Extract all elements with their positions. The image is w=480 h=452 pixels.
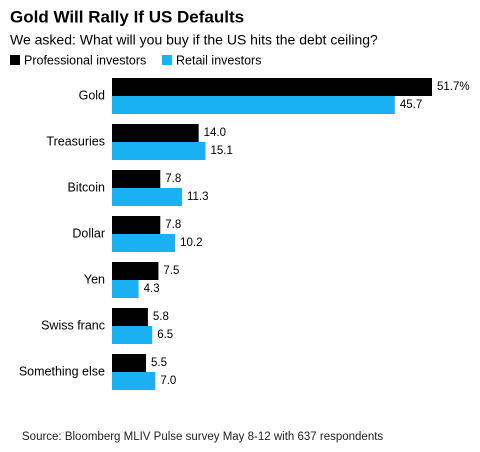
category-label: Bitcoin [67, 180, 105, 194]
bar [112, 142, 206, 160]
value-label: 45.7 [400, 99, 422, 111]
legend-swatch [162, 55, 172, 65]
value-label: 7.8 [165, 173, 181, 185]
category-label: Yen [84, 272, 105, 286]
bar [112, 326, 153, 344]
bar [112, 372, 156, 390]
value-label: 15.1 [210, 145, 232, 157]
value-label: 6.5 [157, 329, 173, 341]
bar [112, 354, 147, 372]
value-label: 5.8 [153, 311, 169, 323]
legend-label: Professional investors [24, 53, 146, 67]
value-label: 14.0 [204, 127, 226, 139]
bar [112, 234, 176, 252]
chart-title: Gold Will Rally If US Defaults [10, 7, 244, 26]
value-label: 10.2 [180, 237, 202, 249]
category-label: Swiss franc [41, 318, 105, 332]
category-label: Dollar [72, 226, 105, 240]
bar [112, 280, 139, 298]
bar [112, 216, 161, 234]
category-label: Something else [19, 364, 105, 378]
legend-label: Retail investors [176, 53, 261, 67]
bar [112, 96, 395, 114]
source: Source: Bloomberg MLIV Pulse survey May … [22, 431, 383, 443]
legend-swatch [10, 55, 20, 65]
bar [112, 262, 159, 280]
category-label: Gold [79, 88, 105, 102]
value-label: 7.8 [165, 219, 181, 231]
value-label: 7.0 [160, 375, 176, 387]
category-label: Treasuries [46, 134, 105, 148]
value-label: 7.5 [163, 265, 179, 277]
bar [112, 170, 161, 188]
value-label: 51.7% [437, 81, 470, 93]
bar [112, 188, 182, 206]
bar [112, 308, 148, 326]
value-label: 5.5 [151, 357, 167, 369]
value-label: 11.3 [187, 191, 209, 203]
value-label: 4.3 [144, 283, 160, 295]
bar [112, 124, 199, 142]
bar [112, 78, 432, 96]
chart-subtitle: We asked: What will you buy if the US hi… [10, 32, 378, 48]
